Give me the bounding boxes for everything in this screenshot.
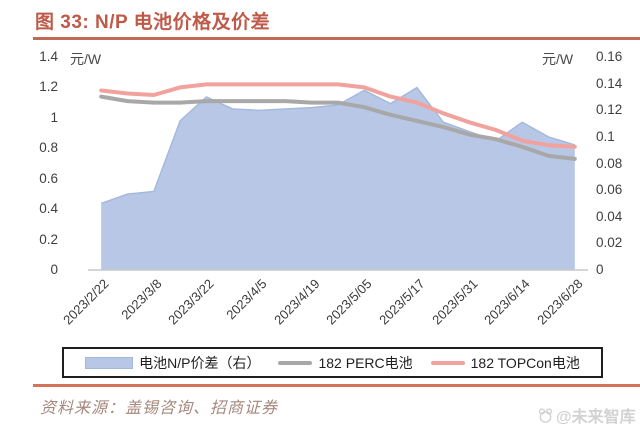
figure-title: 图 33: N/P 电池价格及价差 xyxy=(35,12,271,33)
right-axis-tick: 0.16 xyxy=(596,49,623,64)
line-swatch-icon xyxy=(278,360,313,365)
right-axis-tick: 0.04 xyxy=(596,208,623,224)
left-axis-tick: 1.2 xyxy=(39,79,58,95)
right-axis-tick: 0.1 xyxy=(596,128,615,144)
legend-label: 电池N/P价差（右） xyxy=(139,354,261,371)
right-axis-unit: 元/W xyxy=(542,51,574,67)
watermark: @未来智库 xyxy=(537,403,636,427)
watermark-logo-icon xyxy=(538,407,553,423)
source-note: 资料来源：盖锡咨询、招商证券 xyxy=(40,400,279,417)
watermark-text: @未来智库 xyxy=(556,409,636,426)
legend-item-perc: 182 PERC电池 xyxy=(278,353,413,373)
left-axis-tick: 0.4 xyxy=(39,201,58,217)
left-axis-tick: 1.4 xyxy=(39,49,58,64)
left-axis-tick: 0 xyxy=(50,262,58,277)
title-underline xyxy=(33,37,640,40)
left-axis-tick: 0.6 xyxy=(39,170,58,186)
line-series-0 xyxy=(99,94,577,161)
right-axis-tick: 0.06 xyxy=(596,182,623,198)
right-axis-tick: 0.08 xyxy=(596,155,623,171)
legend-label: 182 TOPCon电池 xyxy=(470,354,580,371)
right-axis-tick: 0 xyxy=(596,262,604,277)
legend-item-np-spread: 电池N/P价差（右） xyxy=(85,353,260,373)
left-axis-unit: 元/W xyxy=(70,51,102,67)
left-axis-tick: 0.8 xyxy=(39,140,58,156)
left-axis-tick: 0.2 xyxy=(39,231,58,247)
right-axis-tick: 0.02 xyxy=(596,235,623,251)
area-swatch-icon xyxy=(85,356,134,369)
right-axis-tick: 0.12 xyxy=(596,102,623,118)
area-series xyxy=(101,87,575,270)
line-swatch-icon xyxy=(430,360,465,365)
chart-legend: 电池N/P价差（右） 182 PERC电池 182 TOPCon电池 xyxy=(62,347,603,378)
legend-item-topcon: 182 TOPCon电池 xyxy=(430,353,580,373)
bottom-separator xyxy=(33,384,640,387)
left-axis-tick: 1 xyxy=(50,109,58,125)
right-axis-tick: 0.14 xyxy=(596,75,623,91)
line-series-1 xyxy=(99,82,577,149)
legend-label: 182 PERC电池 xyxy=(318,354,413,371)
